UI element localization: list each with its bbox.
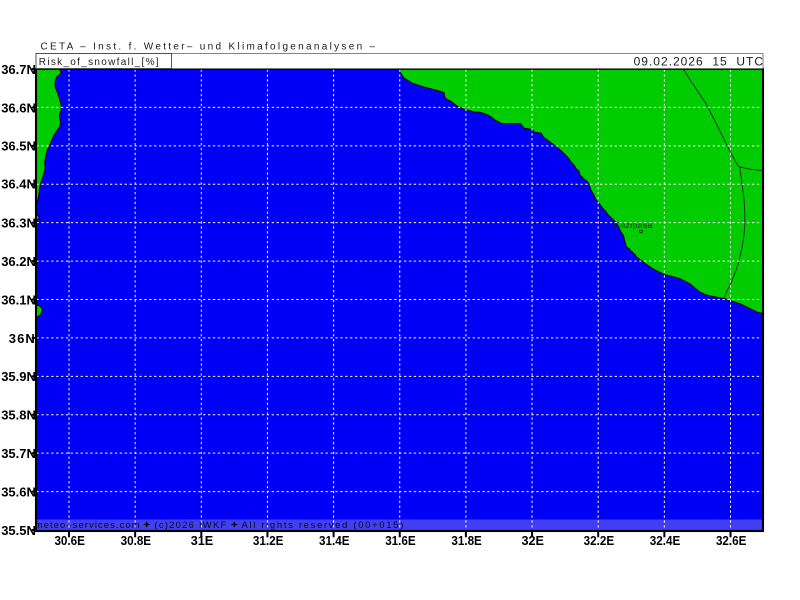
- svg-text:31.4E: 31.4E: [319, 533, 350, 548]
- svg-text:35.5N: 35.5N: [1, 523, 36, 538]
- svg-text:35.6N: 35.6N: [1, 485, 36, 500]
- svg-text:09.02.2026 15 UTC: 09.02.2026 15 UTC: [634, 55, 764, 69]
- svg-text:36.4N: 36.4N: [1, 177, 36, 192]
- svg-text:31.8E: 31.8E: [451, 533, 482, 548]
- svg-text:35.9N: 35.9N: [1, 369, 36, 384]
- svg-text:36.2N: 36.2N: [1, 254, 36, 269]
- svg-text:32.2E: 32.2E: [584, 533, 615, 548]
- svg-text:31E: 31E: [191, 533, 214, 548]
- svg-text:36.7N: 36.7N: [1, 62, 36, 77]
- svg-text:36.1N: 36.1N: [1, 292, 36, 307]
- svg-text:36.5N: 36.5N: [1, 139, 36, 154]
- svg-text:36.3N: 36.3N: [1, 216, 36, 231]
- svg-text:31.2E: 31.2E: [253, 533, 284, 548]
- svg-text:Risk_of_snowfall_[%]: Risk_of_snowfall_[%]: [39, 57, 160, 68]
- svg-text:36N: 36N: [9, 331, 36, 346]
- svg-text:30.8E: 30.8E: [121, 533, 152, 548]
- svg-text:35.7N: 35.7N: [1, 446, 36, 461]
- svg-text:35.8N: 35.8N: [1, 408, 36, 423]
- svg-text:32.4E: 32.4E: [650, 533, 681, 548]
- svg-text:36.6N: 36.6N: [1, 100, 36, 115]
- svg-text:meteo–services.com: meteo–services.com: [35, 520, 141, 531]
- svg-text:31.6E: 31.6E: [385, 533, 416, 548]
- svg-text:All rights reserved (00+015): All rights reserved (00+015): [242, 520, 405, 531]
- svg-text:CETA – Inst. f. Wetter– und Kl: CETA – Inst. f. Wetter– und Klimafolgena…: [41, 42, 378, 53]
- svg-text:32E: 32E: [522, 533, 545, 548]
- svg-text:(c)2026 IWKF: (c)2026 IWKF: [155, 520, 228, 531]
- svg-text:30.6E: 30.6E: [54, 533, 85, 548]
- svg-text:32.6E: 32.6E: [716, 533, 747, 548]
- svg-text:Gazipasa: Gazipasa: [614, 220, 653, 230]
